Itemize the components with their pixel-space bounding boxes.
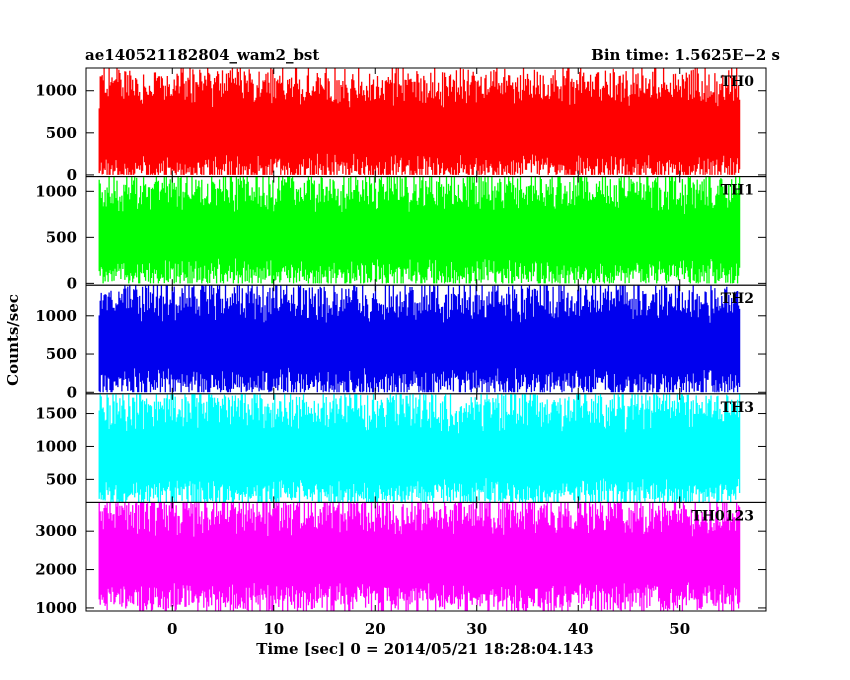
panel-frame bbox=[85, 501, 767, 612]
y-tick-label: 0 bbox=[67, 383, 77, 401]
y-tick-label: 1000 bbox=[35, 82, 77, 100]
series-label: TH2 bbox=[721, 291, 754, 307]
series-label: TH1 bbox=[721, 183, 754, 199]
x-tick-label: 20 bbox=[365, 620, 386, 638]
series-label: TH0123 bbox=[691, 508, 754, 524]
y-tick-label: 500 bbox=[46, 228, 77, 246]
x-tick-label: 40 bbox=[568, 620, 589, 638]
bin-time-label: Bin time: 1.5625E−2 s bbox=[591, 46, 780, 64]
y-tick-label: 1000 bbox=[35, 182, 77, 200]
x-tick-label: 10 bbox=[263, 620, 284, 638]
x-axis-label: Time [sec] 0 = 2014/05/21 18:28:04.143 bbox=[256, 640, 593, 658]
x-axis: 0 10 20 30 40 50 bbox=[167, 620, 690, 638]
panel-th3: 500 1000 1500 TH3 bbox=[35, 393, 767, 503]
y-tick-label: 500 bbox=[46, 470, 77, 488]
panel-th0123: 1000 2000 3000 TH0123 bbox=[35, 501, 767, 617]
y-tick-label: 1000 bbox=[35, 599, 77, 617]
y-tick-label: 1500 bbox=[35, 405, 77, 423]
y-tick-label: 2000 bbox=[35, 561, 77, 579]
series-th3 bbox=[98, 393, 741, 503]
y-tick-label: 3000 bbox=[35, 522, 77, 540]
series-th1 bbox=[98, 176, 741, 284]
panel-th2: 0 500 1000 TH2 bbox=[35, 284, 767, 401]
series-th0 bbox=[98, 68, 741, 175]
x-tick-label: 0 bbox=[167, 620, 177, 638]
y-tick-label: 500 bbox=[46, 124, 77, 142]
y-tick-label: 0 bbox=[67, 274, 77, 292]
y-axis-label: Counts/sec bbox=[4, 294, 22, 386]
panel-th0: 0 500 1000 TH0 bbox=[35, 67, 767, 184]
x-tick-label: 30 bbox=[466, 620, 487, 638]
y-tick-label: 0 bbox=[67, 166, 77, 184]
series-th0123 bbox=[98, 502, 741, 611]
y-tick-label: 500 bbox=[46, 345, 77, 363]
chart-source-title: ae140521182804_wam2_bst bbox=[85, 46, 319, 64]
y-tick-label: 1000 bbox=[35, 307, 77, 325]
panel-th1: 0 500 1000 TH1 bbox=[35, 176, 767, 292]
series-label: TH3 bbox=[721, 400, 754, 416]
x-tick-label: 50 bbox=[669, 620, 690, 638]
series-label: TH0 bbox=[721, 74, 755, 90]
panels-group: 0 500 1000 TH0 0 500 1000 TH1 0 500 1000 TH2 500 1000… bbox=[35, 67, 767, 617]
series-th2 bbox=[98, 285, 741, 393]
y-tick-label: 1000 bbox=[35, 437, 77, 455]
